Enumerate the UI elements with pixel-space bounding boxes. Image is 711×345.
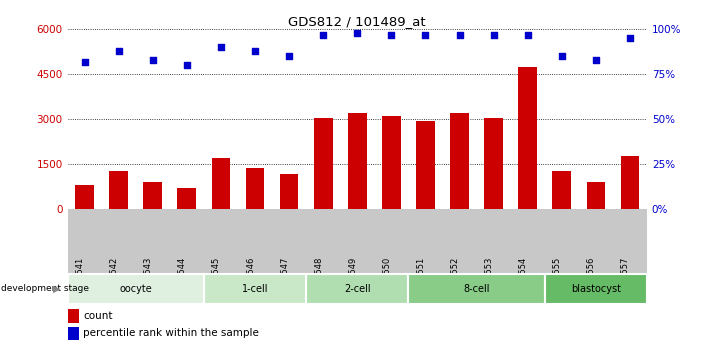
Bar (587, 182, 605, 209)
Bar (204, 274, 306, 304)
Bar (348, 113, 367, 209)
Text: ▶: ▶ (53, 284, 60, 294)
Bar (109, 171, 128, 209)
Point (488, 32, 499, 38)
Text: 2-cell: 2-cell (344, 284, 370, 294)
Point (318, 32, 329, 38)
Bar (68, 327, 79, 340)
Bar (382, 116, 401, 209)
Bar (212, 158, 230, 209)
Bar (621, 156, 639, 209)
Text: percentile rank within the sample: percentile rank within the sample (83, 328, 260, 338)
Bar (68, 309, 79, 323)
Bar (545, 274, 647, 304)
Bar (306, 274, 408, 304)
Point (556, 53, 567, 59)
Text: 8-cell: 8-cell (464, 284, 490, 294)
Text: blastocyst: blastocyst (571, 284, 621, 294)
Point (113, 48, 124, 53)
Bar (450, 113, 469, 209)
Point (284, 53, 295, 59)
Bar (68, 274, 204, 304)
Bar (245, 168, 264, 209)
Point (147, 57, 159, 62)
Bar (416, 120, 435, 209)
Bar (518, 67, 537, 209)
Bar (552, 171, 571, 209)
Text: count: count (83, 311, 113, 321)
Point (454, 32, 465, 38)
Bar (144, 182, 162, 209)
Point (590, 57, 602, 62)
Point (385, 32, 397, 38)
Point (624, 36, 636, 41)
Text: development stage: development stage (1, 284, 90, 294)
Point (250, 48, 261, 53)
Bar (484, 118, 503, 209)
Point (522, 32, 533, 38)
Point (352, 30, 363, 36)
Bar (75, 185, 94, 209)
Bar (178, 188, 196, 209)
Bar (279, 174, 299, 209)
Title: GDS812 / 101489_at: GDS812 / 101489_at (289, 15, 426, 28)
Text: 1-cell: 1-cell (242, 284, 268, 294)
Bar (314, 118, 333, 209)
Text: oocyte: oocyte (119, 284, 152, 294)
Point (79, 59, 90, 65)
Point (419, 32, 431, 38)
Point (181, 62, 193, 68)
Point (215, 45, 227, 50)
Bar (408, 274, 545, 304)
